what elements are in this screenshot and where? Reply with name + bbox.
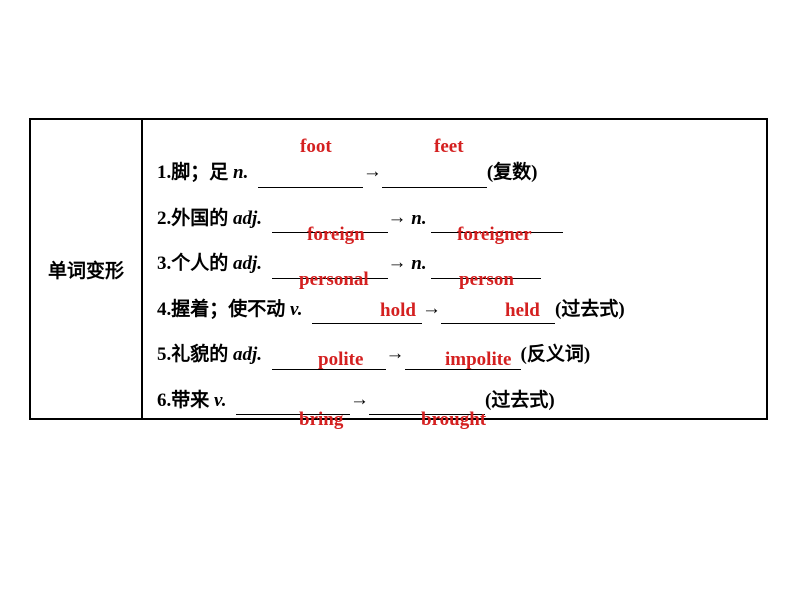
- answer-4a: hold: [380, 297, 416, 326]
- line-2-num: 2.: [157, 208, 171, 229]
- line-2-mid: n.: [407, 208, 427, 229]
- blank-1b: [382, 166, 487, 188]
- answer-2b: foreigner: [457, 221, 532, 250]
- answer-3a: personal: [299, 266, 369, 295]
- line-1-pos: n.: [228, 162, 248, 183]
- line-1-suffix: (复数): [487, 162, 538, 183]
- line-6-pos: v.: [209, 390, 226, 411]
- line-5: polite impolite 5.礼貌的 adj. →(反义词): [157, 341, 758, 370]
- arrow-icon: →: [386, 340, 405, 369]
- arrow-icon: →: [350, 386, 369, 415]
- line-3-mid: n.: [407, 253, 427, 274]
- arrow-icon: →: [388, 249, 407, 278]
- section-title: 单词变形: [48, 256, 124, 283]
- line-6: bring brought 6.带来 v. →(过去式): [157, 387, 758, 416]
- line-3-num: 3.: [157, 253, 171, 274]
- arrow-icon: →: [422, 295, 441, 324]
- answer-6a: bring: [299, 406, 343, 435]
- answer-3b: person: [459, 266, 514, 295]
- answer-5a: polite: [318, 346, 363, 375]
- content-cell: foot feet 1.脚；足 n. → (复数) foreign foreign…: [143, 120, 766, 418]
- line-1: foot feet 1.脚；足 n. →(复数): [157, 159, 758, 188]
- line-1-num: 1.: [157, 162, 171, 183]
- line-4-word: 握着；使不动: [171, 299, 285, 320]
- answer-5b: impolite: [445, 346, 512, 375]
- answer-2a: foreign: [307, 221, 365, 250]
- line-2: foreign foreigner 2.外国的 adj. → n.: [157, 205, 758, 234]
- line-2-word: 外国的: [171, 208, 228, 229]
- line-5-num: 5.: [157, 344, 171, 365]
- line-3-word: 个人的: [171, 253, 228, 274]
- word-table: 单词变形 foot feet 1.脚；足 n. → (复数) foreign fo…: [29, 118, 768, 420]
- line-5-pos: adj.: [228, 344, 262, 365]
- line-5-word: 礼貌的: [171, 344, 228, 365]
- line-3: personal person 3.个人的 adj. → n.: [157, 250, 758, 279]
- line-2-pos: adj.: [228, 208, 262, 229]
- answer-4b: held: [505, 297, 540, 326]
- line-4-num: 4.: [157, 299, 171, 320]
- line-6-num: 6.: [157, 390, 171, 411]
- line-6-word: 带来: [171, 390, 209, 411]
- arrow-icon: →: [363, 158, 382, 187]
- answer-6b: brought: [421, 406, 486, 435]
- line-4-suffix: (过去式): [555, 299, 625, 320]
- line-1-word: 脚；足: [171, 162, 228, 183]
- blank-1a: [258, 166, 363, 188]
- line-5-suffix: (反义词): [521, 344, 591, 365]
- answer-1b: feet: [434, 133, 464, 162]
- arrow-icon: →: [388, 204, 407, 233]
- line-6-suffix: (过去式): [485, 390, 555, 411]
- left-cell: 单词变形: [31, 120, 143, 418]
- line-4: hold held 4.握着；使不动 v. → (过去式): [157, 296, 758, 325]
- line-4-pos: v.: [285, 299, 302, 320]
- answer-1a: foot: [300, 133, 332, 162]
- line-3-pos: adj.: [228, 253, 262, 274]
